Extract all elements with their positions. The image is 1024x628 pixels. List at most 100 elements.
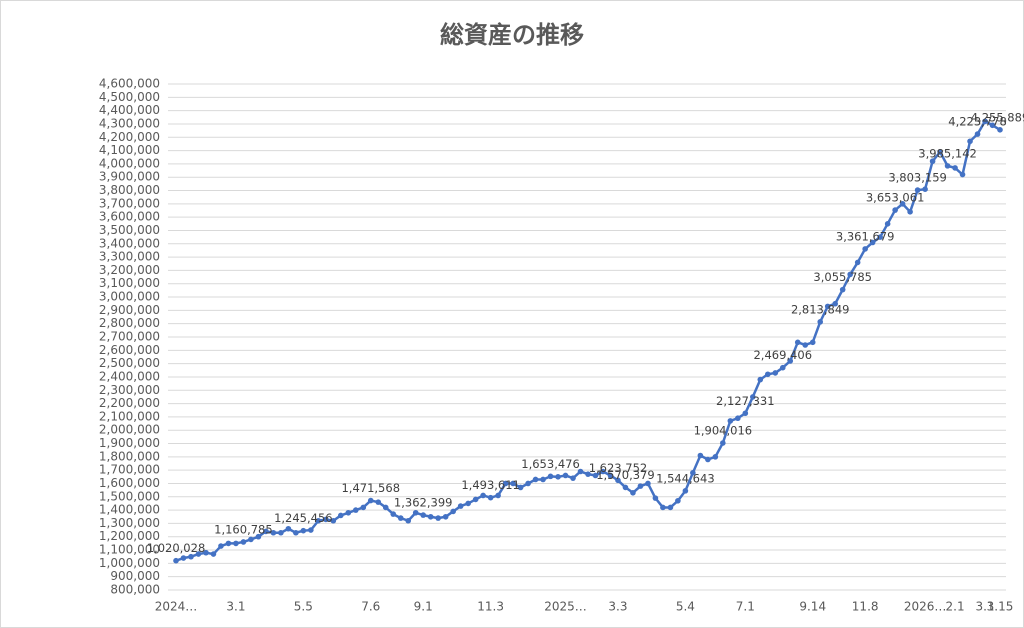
point bbox=[442, 513, 449, 520]
point bbox=[240, 539, 247, 545]
point bbox=[705, 456, 711, 463]
point bbox=[203, 549, 209, 556]
value-label: 2,469,406 bbox=[753, 348, 812, 362]
point bbox=[323, 516, 329, 523]
point bbox=[180, 555, 187, 561]
point bbox=[712, 454, 719, 460]
x-tick-label: 2026… bbox=[904, 600, 947, 614]
point bbox=[390, 511, 397, 517]
y-tick-label: 3,200,000 bbox=[99, 263, 160, 277]
point bbox=[577, 468, 584, 475]
point bbox=[809, 339, 816, 346]
point bbox=[427, 513, 434, 520]
point bbox=[764, 371, 771, 378]
point bbox=[832, 300, 838, 307]
point bbox=[592, 472, 599, 479]
value-label: 4,223,778 bbox=[948, 115, 1007, 129]
y-tick-label: 1,200,000 bbox=[99, 529, 160, 543]
value-label: 1,493,611 bbox=[461, 478, 520, 492]
point bbox=[585, 471, 591, 477]
y-tick-label: 3,300,000 bbox=[99, 250, 160, 264]
value-label: 3,653,061 bbox=[866, 191, 925, 205]
value-label: 3,985,142 bbox=[918, 146, 977, 160]
point bbox=[495, 492, 501, 499]
point bbox=[779, 364, 786, 371]
point bbox=[397, 515, 404, 521]
point bbox=[487, 494, 494, 501]
y-tick-label: 3,400,000 bbox=[99, 236, 160, 250]
point bbox=[907, 209, 913, 215]
x-tick-label: 2024… bbox=[155, 600, 198, 614]
point bbox=[315, 517, 322, 524]
point bbox=[959, 171, 966, 178]
point bbox=[750, 394, 756, 400]
point bbox=[884, 221, 891, 227]
value-label: 3,803,159 bbox=[888, 171, 947, 185]
point bbox=[562, 472, 569, 479]
y-tick-label: 1,300,000 bbox=[99, 516, 160, 530]
point bbox=[248, 536, 254, 543]
y-tick-label: 1,600,000 bbox=[99, 476, 160, 490]
point bbox=[517, 484, 524, 491]
point bbox=[967, 138, 973, 145]
point bbox=[952, 165, 958, 171]
point bbox=[570, 475, 576, 481]
point bbox=[660, 504, 666, 511]
y-tick-label: 4,600,000 bbox=[99, 77, 160, 91]
point bbox=[360, 504, 367, 511]
point bbox=[532, 476, 539, 483]
point bbox=[989, 122, 996, 129]
value-label: 1,904,016 bbox=[694, 423, 753, 437]
y-tick-label: 4,400,000 bbox=[99, 103, 160, 117]
point bbox=[285, 525, 292, 532]
point bbox=[450, 508, 456, 515]
point bbox=[510, 480, 516, 487]
y-tick-label: 2,100,000 bbox=[99, 409, 160, 423]
point bbox=[675, 497, 681, 504]
value-label: 2,127,331 bbox=[716, 394, 775, 408]
chart-title: 総資産の推移 bbox=[440, 21, 584, 49]
y-tick-label: 1,500,000 bbox=[99, 489, 160, 503]
point bbox=[757, 376, 764, 383]
point bbox=[720, 440, 726, 446]
point bbox=[465, 500, 471, 507]
y-tick-label: 3,500,000 bbox=[99, 223, 160, 237]
y-tick-label: 3,900,000 bbox=[99, 170, 160, 184]
point bbox=[974, 131, 981, 137]
point bbox=[892, 207, 898, 213]
point bbox=[375, 499, 382, 505]
y-tick-label: 3,800,000 bbox=[99, 183, 160, 197]
value-label: 1,544,643 bbox=[656, 471, 715, 485]
point bbox=[862, 246, 868, 252]
point bbox=[218, 543, 224, 549]
point bbox=[502, 480, 509, 487]
value-label: 1,362,399 bbox=[394, 496, 453, 510]
y-tick-label: 3,100,000 bbox=[99, 276, 160, 290]
value-label: 1,160,785 bbox=[214, 522, 273, 536]
point bbox=[615, 477, 621, 484]
point bbox=[622, 484, 629, 491]
y-tick-label: 2,500,000 bbox=[99, 356, 160, 370]
x-tick-label: 7.1 bbox=[736, 600, 755, 614]
point bbox=[547, 473, 554, 480]
point bbox=[839, 286, 846, 293]
point bbox=[982, 118, 988, 125]
x-tick-label: 3.1 bbox=[226, 600, 245, 614]
y-tick-label: 4,000,000 bbox=[99, 156, 160, 170]
point bbox=[173, 557, 179, 564]
point bbox=[937, 149, 943, 155]
point bbox=[330, 517, 337, 524]
x-tick-label: 9.1 bbox=[414, 600, 433, 614]
point bbox=[735, 415, 741, 422]
point bbox=[352, 507, 359, 513]
point bbox=[854, 259, 861, 266]
point bbox=[899, 201, 906, 207]
point bbox=[922, 186, 928, 192]
y-tick-label: 2,800,000 bbox=[99, 316, 160, 330]
point bbox=[817, 319, 824, 325]
y-tick-label: 3,600,000 bbox=[99, 210, 160, 224]
x-tick-label: 5.4 bbox=[676, 600, 695, 614]
y-tick-label: 1,800,000 bbox=[99, 449, 160, 463]
point bbox=[607, 472, 614, 479]
